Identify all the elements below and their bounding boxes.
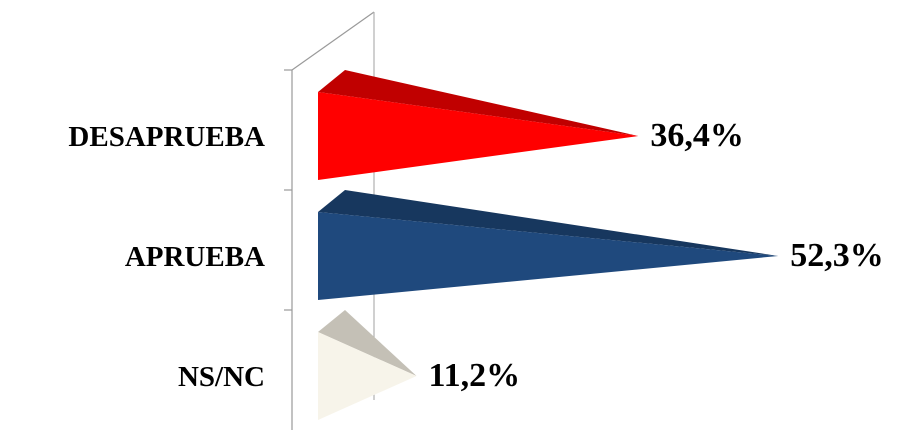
- cone-bar: [318, 92, 639, 180]
- cone-top-face: [318, 190, 779, 256]
- category-label: DESAPRUEBA: [68, 121, 265, 153]
- axis-top-edge: [291, 11, 375, 71]
- bars-layer: [318, 70, 779, 420]
- data-label: 11,2%: [429, 357, 521, 394]
- data-label: 52,3%: [790, 237, 884, 274]
- cone-top-face: [318, 70, 639, 136]
- cone-top-face: [318, 310, 417, 376]
- cone-bar: [318, 332, 417, 420]
- data-label: 36,4%: [650, 117, 744, 154]
- labels-layer: DESAPRUEBA 36,4% APRUEBA 52,3% NS/NC 11,2%: [68, 117, 883, 394]
- cone-bar: [318, 212, 779, 300]
- category-label: NS/NC: [178, 361, 265, 393]
- category-label: APRUEBA: [125, 241, 265, 273]
